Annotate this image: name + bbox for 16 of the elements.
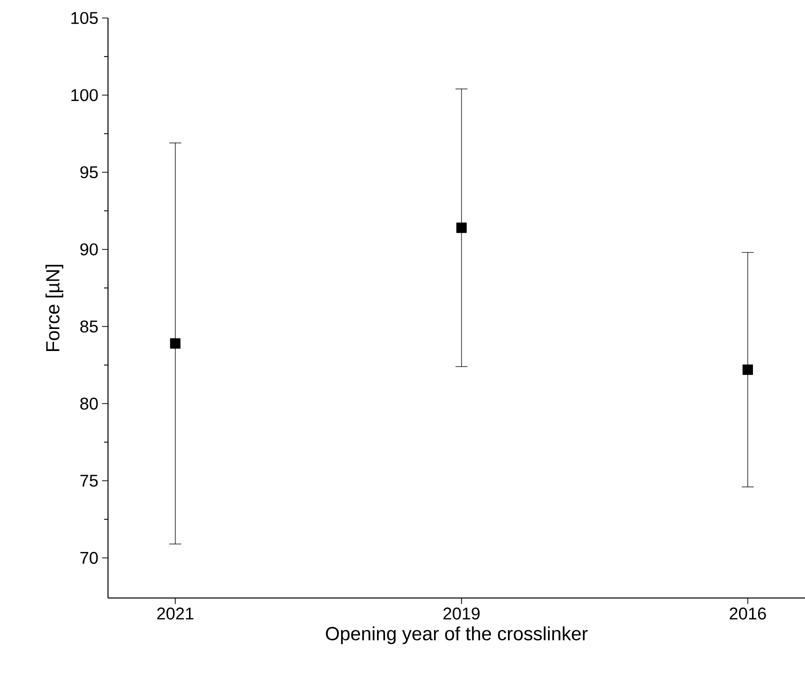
point	[742, 364, 753, 375]
y-tick-label: 90	[80, 243, 98, 256]
y-tick-label: 100	[71, 89, 98, 102]
x-tick-label: 2021	[157, 608, 194, 620]
y-tick-label: 85	[80, 320, 98, 333]
y-axis-title: Force [µN]	[46, 264, 64, 351]
x-tick-label: 2019	[443, 608, 480, 620]
x-axis-title: Opening year of the crosslinker	[326, 626, 588, 644]
y-tick-label: 80	[80, 398, 98, 410]
y-tick-label: 105	[71, 12, 98, 24]
y-tick-label: 70	[80, 552, 98, 564]
point	[170, 338, 180, 349]
point	[456, 222, 467, 233]
x-tick-label: 2016	[730, 608, 766, 620]
y-tick-label: 75	[80, 474, 98, 487]
y-tick-label: 95	[80, 166, 98, 178]
